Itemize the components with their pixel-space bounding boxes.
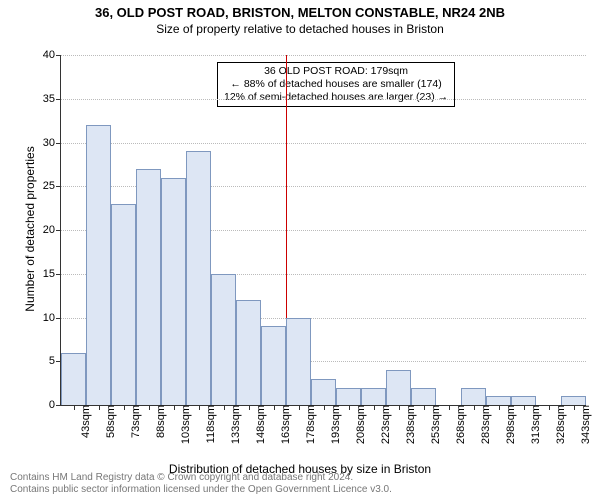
- xtick-label: 58sqm: [103, 405, 117, 438]
- xtick-mark: [124, 405, 125, 410]
- xtick-label: 118sqm: [203, 405, 217, 443]
- xtick-mark: [199, 405, 200, 410]
- histogram-bar: [486, 396, 511, 405]
- ytick-label: 10: [43, 312, 61, 324]
- xtick-label: 43sqm: [78, 405, 92, 438]
- ytick-label: 0: [49, 399, 61, 411]
- xtick-mark: [349, 405, 350, 410]
- histogram-bar: [386, 370, 411, 405]
- ytick-label: 15: [43, 268, 61, 280]
- histogram-bar: [61, 353, 86, 406]
- histogram-bar: [161, 178, 186, 406]
- xtick-label: 283sqm: [478, 405, 492, 444]
- xtick-label: 148sqm: [253, 405, 267, 444]
- histogram-bar: [511, 396, 536, 405]
- xtick-label: 313sqm: [528, 405, 542, 444]
- histogram-bar: [261, 326, 286, 405]
- xtick-label: 268sqm: [453, 405, 467, 444]
- xtick-label: 238sqm: [403, 405, 417, 444]
- xtick-label: 298sqm: [503, 405, 517, 444]
- xtick-label: 343sqm: [578, 405, 592, 444]
- xtick-mark: [324, 405, 325, 410]
- histogram-bar: [236, 300, 261, 405]
- xtick-mark: [574, 405, 575, 410]
- histogram-bar: [286, 318, 311, 406]
- xtick-mark: [74, 405, 75, 410]
- ytick-label: 5: [49, 355, 61, 367]
- xtick-mark: [474, 405, 475, 410]
- histogram-bar: [336, 388, 361, 406]
- y-axis-label: Number of detached properties: [23, 139, 37, 319]
- xtick-label: 103sqm: [178, 405, 192, 444]
- chart-title-line2: Size of property relative to detached ho…: [0, 22, 600, 36]
- footer-line1: Contains HM Land Registry data © Crown c…: [10, 472, 392, 484]
- xtick-mark: [299, 405, 300, 410]
- gridline: [61, 55, 586, 56]
- xtick-mark: [424, 405, 425, 410]
- xtick-mark: [224, 405, 225, 410]
- histogram-bar: [136, 169, 161, 405]
- ytick-label: 30: [43, 137, 61, 149]
- xtick-mark: [274, 405, 275, 410]
- xtick-mark: [449, 405, 450, 410]
- xtick-mark: [549, 405, 550, 410]
- ytick-label: 35: [43, 93, 61, 105]
- xtick-mark: [374, 405, 375, 410]
- xtick-label: 178sqm: [303, 405, 317, 444]
- xtick-mark: [174, 405, 175, 410]
- plot-area: 36 OLD POST ROAD: 179sqm← 88% of detache…: [60, 55, 586, 406]
- histogram-bar: [211, 274, 236, 405]
- gridline: [61, 143, 586, 144]
- xtick-mark: [499, 405, 500, 410]
- histogram-bar: [461, 388, 486, 406]
- ytick-label: 40: [43, 49, 61, 61]
- xtick-mark: [149, 405, 150, 410]
- annotation-box: 36 OLD POST ROAD: 179sqm← 88% of detache…: [217, 62, 455, 107]
- histogram-bar: [311, 379, 336, 405]
- xtick-label: 223sqm: [378, 405, 392, 444]
- annotation-line: 36 OLD POST ROAD: 179sqm: [224, 65, 448, 78]
- footer-attribution: Contains HM Land Registry data © Crown c…: [10, 472, 392, 496]
- xtick-mark: [524, 405, 525, 410]
- xtick-label: 328sqm: [553, 405, 567, 444]
- xtick-label: 88sqm: [153, 405, 167, 438]
- xtick-label: 193sqm: [328, 405, 342, 444]
- ytick-label: 20: [43, 224, 61, 236]
- histogram-bar: [361, 388, 386, 406]
- xtick-mark: [99, 405, 100, 410]
- xtick-label: 73sqm: [128, 405, 142, 438]
- xtick-label: 208sqm: [353, 405, 367, 444]
- xtick-label: 133sqm: [228, 405, 242, 444]
- gridline: [61, 99, 586, 100]
- histogram-bar: [86, 125, 111, 405]
- xtick-label: 253sqm: [428, 405, 442, 444]
- histogram-bar: [411, 388, 436, 406]
- ytick-label: 25: [43, 180, 61, 192]
- histogram-bar: [561, 396, 586, 405]
- xtick-mark: [399, 405, 400, 410]
- xtick-label: 163sqm: [278, 405, 292, 444]
- xtick-mark: [249, 405, 250, 410]
- footer-line2: Contains public sector information licen…: [10, 484, 392, 496]
- histogram-bar: [111, 204, 136, 405]
- histogram-bar: [186, 151, 211, 405]
- annotation-line: ← 88% of detached houses are smaller (17…: [224, 78, 448, 91]
- chart-title-line1: 36, OLD POST ROAD, BRISTON, MELTON CONST…: [0, 5, 600, 20]
- property-size-chart: 36, OLD POST ROAD, BRISTON, MELTON CONST…: [0, 0, 600, 500]
